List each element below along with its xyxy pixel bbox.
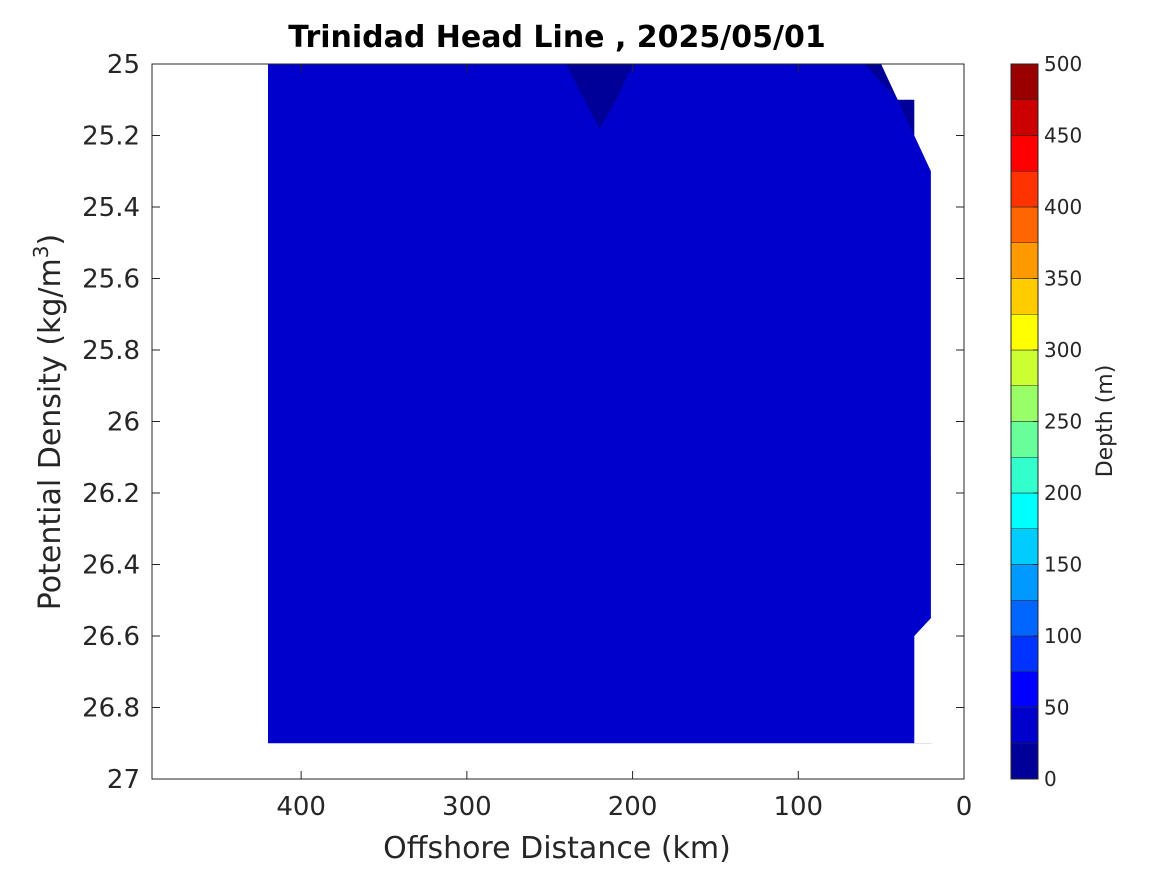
- colorbar-segment: [1010, 457, 1039, 494]
- colorbar-tick-label: 300: [1044, 338, 1082, 362]
- contour-fill-layer: [152, 64, 964, 779]
- y-tick-label: 26.2: [82, 479, 140, 509]
- x-tick-label: 200: [608, 792, 658, 822]
- y-tick-label: 26: [107, 408, 140, 438]
- colorbar-tick-label: 350: [1044, 267, 1082, 291]
- y-axis-label-superscript: 3: [29, 245, 53, 258]
- y-axis-label: Potential Density (kg/m3): [29, 234, 68, 610]
- colorbar-segment: [1010, 421, 1039, 458]
- x-axis: 400 300 200 100 0: [276, 64, 972, 822]
- y-axis-label-close: ): [33, 234, 68, 246]
- colorbar-segment: [1010, 635, 1039, 672]
- no-data-mask-bottom: [152, 743, 964, 779]
- contour-band-0: [268, 64, 932, 172]
- y-tick-label: 25.8: [82, 336, 140, 366]
- colorbar-segment: [1010, 671, 1039, 708]
- x-axis-label: Offshore Distance (km): [383, 831, 731, 866]
- colorbar-segment: [1010, 63, 1039, 100]
- colorbar-segment: [1010, 492, 1039, 529]
- colorbar-tick-label: 100: [1044, 624, 1082, 648]
- colorbar-segment: [1010, 707, 1039, 744]
- colorbar-segment: [1010, 314, 1039, 351]
- colorbar-tick-label: 150: [1044, 553, 1082, 577]
- colorbar-segment: [1010, 171, 1039, 208]
- y-tick-label: 26.4: [82, 551, 140, 581]
- colorbar-tick-label: 0: [1044, 767, 1057, 791]
- colorbar-tick-label: 400: [1044, 195, 1082, 219]
- colorbar-segment: [1010, 385, 1039, 422]
- y-tick-label: 25.4: [82, 193, 140, 223]
- y-tick-label: 25: [107, 50, 140, 80]
- x-tick-label: 400: [276, 792, 326, 822]
- colorbar-segment: [1010, 349, 1039, 386]
- contour-band-25: [267, 64, 932, 744]
- colorbar-segment: [1010, 600, 1039, 637]
- no-data-mask-offshore: [152, 64, 268, 779]
- colorbar: 0 50 100 150 200 250 300 350 400 450 500: [1010, 52, 1082, 791]
- y-tick-label: 25.6: [82, 265, 140, 295]
- colorbar-segment: [1010, 99, 1039, 136]
- colorbar-segment: [1010, 564, 1039, 601]
- y-axis-label-main: Potential Density (kg/m: [33, 258, 68, 610]
- y-tick-label: 27: [107, 765, 140, 795]
- colorbar-segment: [1010, 242, 1039, 279]
- no-data-mask-nearshore: [881, 64, 964, 744]
- colorbar-tick-label: 200: [1044, 481, 1082, 505]
- colorbar-tick-label: 450: [1044, 124, 1082, 148]
- colorbar-tick-label: 500: [1044, 52, 1082, 76]
- colorbar-segment: [1010, 528, 1039, 565]
- y-tick-label: 26.6: [82, 622, 140, 652]
- colorbar-segment: [1010, 135, 1039, 172]
- x-tick-label: 300: [442, 792, 492, 822]
- chart-title: Trinidad Head Line , 2025/05/01: [288, 20, 825, 55]
- colorbar-label: Depth (m): [1093, 365, 1118, 478]
- colorbar-segment: [1010, 743, 1039, 780]
- x-tick-label: 0: [956, 792, 973, 822]
- y-tick-label: 26.8: [82, 694, 140, 724]
- colorbar-segment: [1010, 278, 1039, 315]
- y-axis: 25 25.2 25.4 25.6 25.8 26 26.2 26.4 26.6 26.8 27: [82, 50, 964, 795]
- colorbar-segment: [1010, 206, 1039, 243]
- colorbar-tick-label: 50: [1044, 696, 1069, 720]
- y-tick-label: 25.2: [82, 122, 140, 152]
- colorbar-tick-label: 250: [1044, 410, 1082, 434]
- x-tick-label: 100: [773, 792, 823, 822]
